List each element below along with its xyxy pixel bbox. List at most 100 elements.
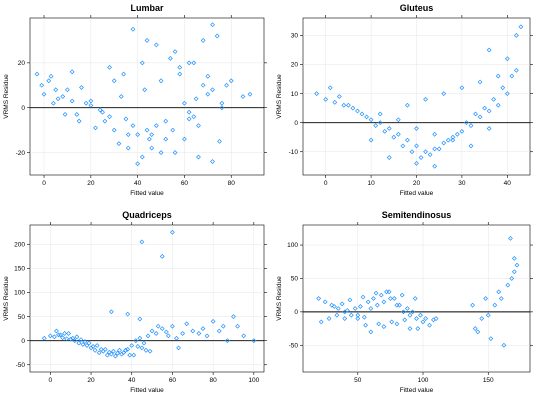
quadriceps-data-point xyxy=(106,349,112,355)
semitendinosus-y-axis-label: VRMS Residue xyxy=(276,276,283,321)
semitendinosus-points xyxy=(316,235,520,348)
semitendinosus-data-point xyxy=(475,329,481,335)
quadriceps-data-point xyxy=(60,335,65,341)
quadriceps-data-point xyxy=(159,326,165,332)
gluteus-data-point xyxy=(500,85,506,91)
gluteus-data-point xyxy=(486,47,492,53)
semitendinosus-data-point xyxy=(511,269,517,275)
quadriceps-data-point xyxy=(131,352,137,358)
quadriceps-data-point xyxy=(74,334,80,340)
gluteus-data-point xyxy=(509,73,515,79)
semitendinosus-plot-frame xyxy=(302,224,531,373)
semitendinosus-data-point xyxy=(427,322,432,328)
semitendinosus-data-point xyxy=(391,296,397,301)
quadriceps-data-point xyxy=(125,311,131,317)
quadriceps-data-point xyxy=(68,336,74,342)
gluteus-data-point xyxy=(377,120,383,126)
lumbar-data-point xyxy=(76,118,82,124)
quadriceps-data-point xyxy=(216,328,222,334)
gluteus-data-point xyxy=(418,155,424,160)
semitendinosus-data-point xyxy=(381,324,387,329)
quadriceps-data-point xyxy=(137,335,143,341)
gluteus-data-point xyxy=(382,128,388,134)
quadriceps-data-point xyxy=(54,328,59,334)
lumbar-data-point xyxy=(135,161,141,167)
semitendinosus-data-point xyxy=(514,262,520,268)
gluteus-data-point xyxy=(459,128,465,134)
quadriceps-data-point xyxy=(163,329,169,335)
gluteus-data-point xyxy=(441,140,447,146)
semitendinosus-data-point xyxy=(496,289,502,295)
gluteus-data-point xyxy=(386,155,392,160)
lumbar-data-point xyxy=(163,136,169,142)
semitendinosus-data-point xyxy=(342,316,348,321)
semitendinosus-data-point xyxy=(479,316,485,321)
semitendinosus-data-point xyxy=(483,296,489,301)
gluteus-data-point xyxy=(332,99,338,105)
panel-semitendinosus: 50 100 150 -50 0 50 100 Semitendinosus Fitted va… xyxy=(276,210,533,394)
semitendinosus-data-point xyxy=(334,312,340,318)
semitendinosus-data-point xyxy=(386,289,392,295)
lumbar-data-point xyxy=(74,112,80,117)
panel-quadriceps: 0 20 40 60 80 100 -50 0 50 100 150 200 Quadriceps Fit… xyxy=(3,210,267,394)
gluteus-x-tick-label: 20 xyxy=(413,180,421,187)
quadriceps-data-point xyxy=(204,333,210,339)
quadriceps-data-point xyxy=(129,343,135,348)
gluteus-y-tick-label: -10 xyxy=(289,149,299,156)
quadriceps-data-point xyxy=(210,318,216,324)
quadriceps-data-point xyxy=(70,335,76,341)
lumbar-data-point xyxy=(240,94,246,99)
quadriceps-data-point xyxy=(84,343,90,348)
gluteus-data-point xyxy=(414,143,419,149)
quadriceps-data-point xyxy=(143,347,149,353)
gluteus-y-tick-label: 10 xyxy=(291,91,299,98)
semitendinosus-data-point xyxy=(365,299,371,305)
quadriceps-data-point xyxy=(137,316,143,322)
lumbar-title: Lumbar xyxy=(130,3,164,13)
quadriceps-data-point xyxy=(170,323,175,329)
panel-lumbar: 0 20 40 60 80 -20 0 20 Lumbar Fitted value VRMS Re… xyxy=(3,3,267,197)
semitendinosus-data-point xyxy=(407,326,413,331)
gluteus-data-point xyxy=(405,102,410,108)
gluteus-data-point xyxy=(464,120,469,126)
semitendinosus-data-point xyxy=(501,342,507,348)
lumbar-data-point xyxy=(142,87,148,93)
quadriceps-data-point xyxy=(119,351,124,357)
semitendinosus-data-point xyxy=(407,312,413,318)
semitendinosus-data-point xyxy=(335,306,341,311)
gluteus-data-point xyxy=(491,97,497,102)
gluteus-data-point xyxy=(355,108,360,114)
semitendinosus-data-point xyxy=(418,312,423,318)
quadriceps-data-point xyxy=(113,353,118,359)
gluteus-data-point xyxy=(373,123,379,128)
quadriceps-data-point xyxy=(96,350,102,356)
quadriceps-data-point xyxy=(153,331,159,336)
semitendinosus-data-point xyxy=(508,235,513,241)
gluteus-data-point xyxy=(504,56,510,62)
semitendinosus-data-point xyxy=(358,304,363,309)
semitendinosus-data-point xyxy=(470,302,475,308)
quadriceps-data-point xyxy=(80,342,86,347)
lumbar-data-point xyxy=(139,154,145,160)
quadriceps-plot-frame xyxy=(29,224,265,373)
quadriceps-data-point xyxy=(241,333,247,339)
lumbar-data-point xyxy=(149,145,155,151)
lumbar-data-point xyxy=(107,64,112,70)
quadriceps-data-point xyxy=(121,350,126,356)
lumbar-data-point xyxy=(102,118,108,124)
quadriceps-data-point xyxy=(231,314,236,319)
quadriceps-y-tick-label: -50 xyxy=(16,362,26,369)
lumbar-data-point xyxy=(224,82,229,88)
lumbar-y-tick-label: -20 xyxy=(16,150,26,157)
lumbar-y-axis-label: VRMS Residue xyxy=(3,74,10,119)
lumbar-data-point xyxy=(139,60,145,66)
panel-gluteus: 0 10 20 30 40 -10 0 10 20 30 Gluteus Fitted value VR… xyxy=(276,3,533,197)
lumbar-data-point xyxy=(130,26,136,32)
semitendinosus-data-point xyxy=(423,316,429,321)
lumbar-data-point xyxy=(200,82,206,88)
semitendinosus-data-point xyxy=(355,316,361,321)
quadriceps-data-point xyxy=(127,352,133,358)
gluteus-points xyxy=(314,24,524,169)
gluteus-data-point xyxy=(405,137,410,143)
gluteus-data-point xyxy=(368,137,374,143)
